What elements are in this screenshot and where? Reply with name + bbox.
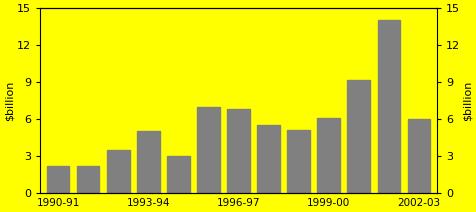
Bar (377, 21, 399, 193)
Y-axis label: $billion: $billion (462, 80, 472, 121)
Bar (137, 131, 159, 193)
Y-axis label: $billion: $billion (4, 80, 14, 121)
Bar (407, 119, 429, 193)
Bar (347, 80, 369, 193)
Bar (257, 125, 279, 193)
Bar (287, 130, 309, 193)
Bar (317, 118, 339, 193)
Bar (167, 156, 189, 193)
Bar (107, 150, 129, 193)
Bar (197, 107, 219, 193)
Bar (227, 109, 249, 193)
Bar (77, 166, 99, 193)
Bar (47, 166, 69, 193)
